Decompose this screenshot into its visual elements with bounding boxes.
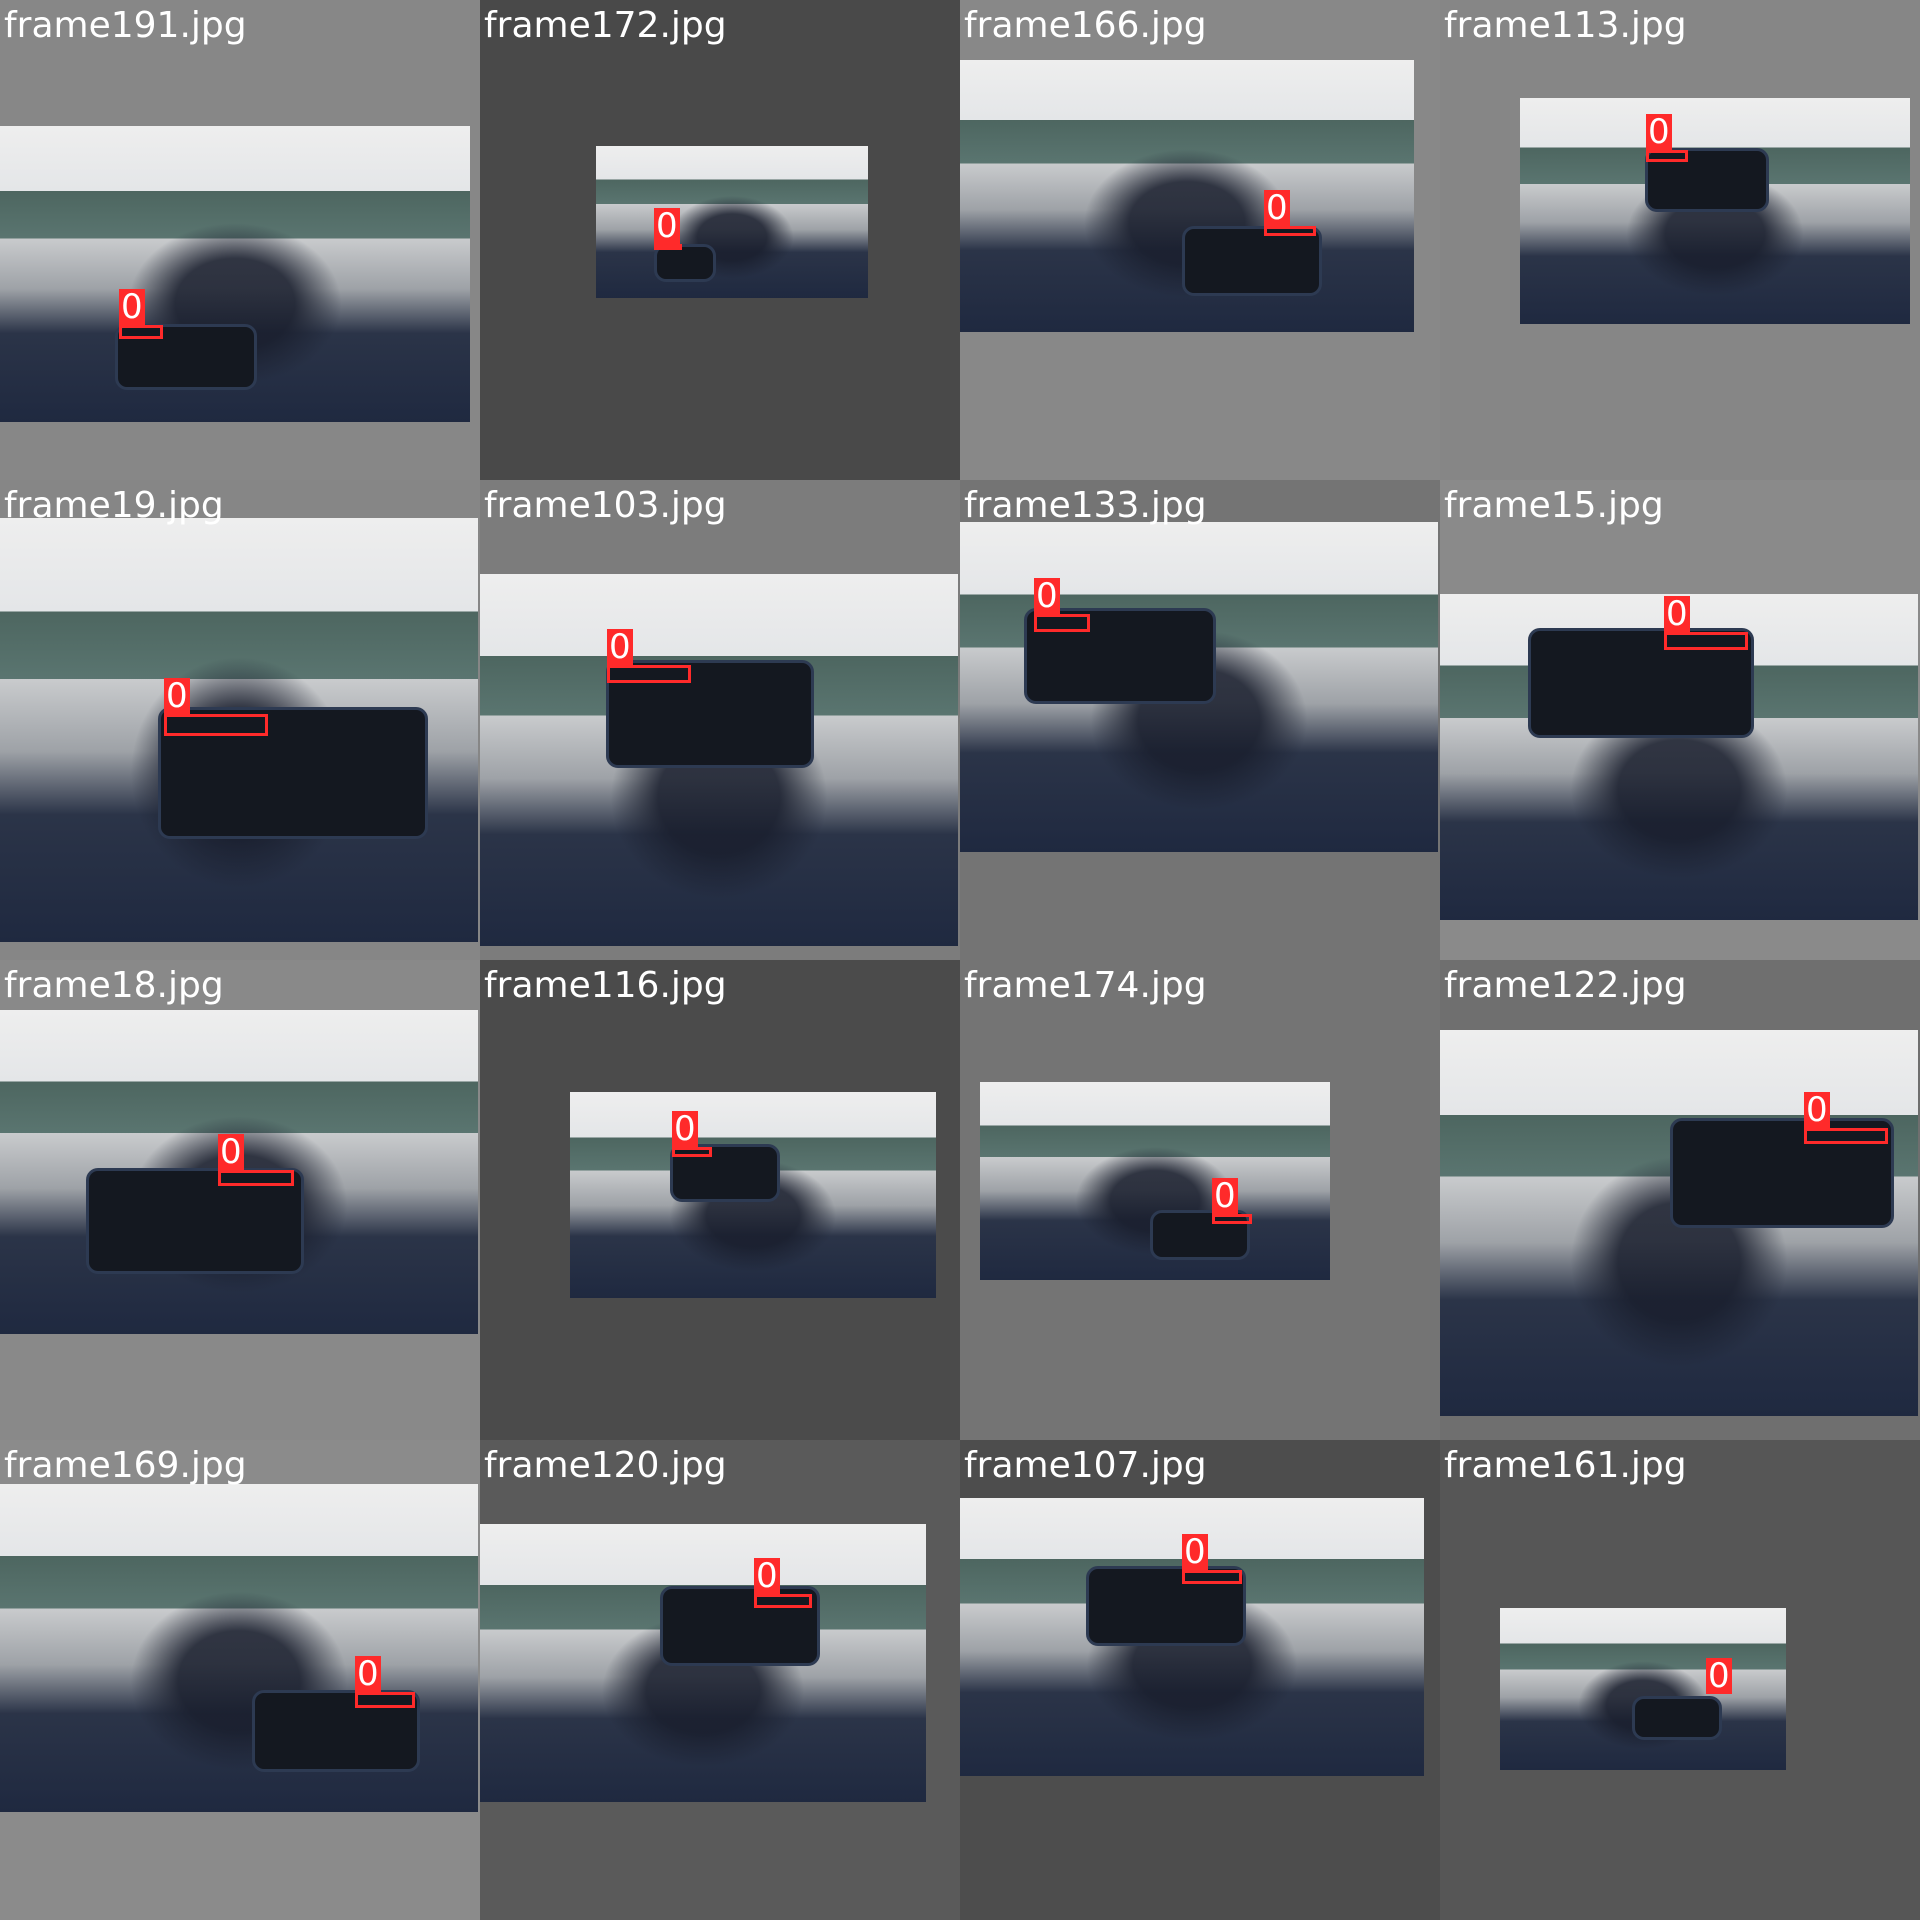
frame-filename: frame174.jpg <box>964 965 1207 1006</box>
bounding-box <box>672 1147 712 1157</box>
frame-filename: frame15.jpg <box>1444 485 1664 526</box>
frame-filename: frame133.jpg <box>964 485 1207 526</box>
image-tile: 0 frame166.jpg <box>960 0 1440 480</box>
bounding-box <box>1646 150 1688 162</box>
bbox-class-label: 0 <box>1804 1090 1830 1130</box>
bbox-class-label: 0 <box>355 1654 381 1694</box>
image-tile: 0 frame113.jpg <box>1440 0 1920 480</box>
image-tile: 0 frame19.jpg <box>0 480 480 960</box>
phone-object <box>1670 1118 1894 1228</box>
bbox-class-label: 0 <box>672 1109 698 1149</box>
image-tile: 0 frame18.jpg <box>0 960 480 1440</box>
phone-object <box>115 324 257 390</box>
bounding-box <box>1212 1214 1252 1224</box>
frame-filename: frame120.jpg <box>484 1445 727 1486</box>
frame-filename: frame107.jpg <box>964 1445 1207 1486</box>
image-tile: 0 frame169.jpg <box>0 1440 480 1920</box>
bounding-box <box>1264 226 1316 236</box>
image-tile: 0 frame120.jpg <box>480 1440 960 1920</box>
frame-filename: frame122.jpg <box>1444 965 1687 1006</box>
bbox-class-label: 0 <box>164 676 190 716</box>
bounding-box <box>1664 632 1748 650</box>
frame-filename: frame161.jpg <box>1444 1445 1687 1486</box>
bbox-class-label: 0 <box>754 1556 780 1596</box>
frame-filename: frame19.jpg <box>4 485 224 526</box>
phone-object <box>1528 628 1754 738</box>
phone-object <box>1024 608 1216 704</box>
image-tile: 0 frame15.jpg <box>1440 480 1920 960</box>
frame-filename: frame103.jpg <box>484 485 727 526</box>
bounding-box <box>654 244 682 250</box>
image-tile: 0 frame133.jpg <box>960 480 1440 960</box>
phone-object <box>158 707 428 839</box>
phone-object <box>660 1586 820 1666</box>
bbox-class-label: 0 <box>1646 112 1672 152</box>
image-tile: 0 frame116.jpg <box>480 960 960 1440</box>
phone-object <box>670 1144 780 1202</box>
image-tile: 0 frame172.jpg <box>480 0 960 480</box>
bounding-box <box>355 1692 415 1708</box>
bounding-box <box>164 714 268 736</box>
bbox-class-label: 0 <box>1706 1656 1732 1696</box>
phone-object <box>1086 1566 1246 1646</box>
bounding-box <box>218 1170 294 1186</box>
bbox-class-label: 0 <box>1034 576 1060 616</box>
bounding-box <box>119 325 163 339</box>
bbox-class-label: 0 <box>1264 188 1290 228</box>
phone-object <box>654 244 716 282</box>
bounding-box <box>1182 1570 1242 1584</box>
image-tile: 0 frame122.jpg <box>1440 960 1920 1440</box>
phone-object <box>1182 226 1322 296</box>
bbox-class-label: 0 <box>218 1132 244 1172</box>
bounding-box <box>1034 614 1090 632</box>
frame-filename: frame172.jpg <box>484 5 727 46</box>
bbox-class-label: 0 <box>119 287 145 327</box>
frame-photo <box>1500 1608 1786 1770</box>
bbox-class-label: 0 <box>607 627 633 667</box>
frame-filename: frame191.jpg <box>4 5 247 46</box>
phone-object <box>606 660 814 768</box>
image-tile: 0 frame174.jpg <box>960 960 1440 1440</box>
image-tile: 0 frame191.jpg <box>0 0 480 480</box>
bbox-class-label: 0 <box>1182 1532 1208 1572</box>
frame-filename: frame18.jpg <box>4 965 224 1006</box>
frame-filename: frame166.jpg <box>964 5 1207 46</box>
bbox-class-label: 0 <box>1212 1176 1238 1216</box>
frame-filename: frame169.jpg <box>4 1445 247 1486</box>
frame-filename: frame116.jpg <box>484 965 727 1006</box>
frame-photo <box>596 146 868 298</box>
phone-object <box>1150 1210 1250 1260</box>
phone-object <box>252 1690 420 1772</box>
bounding-box <box>607 665 691 683</box>
bbox-class-label: 0 <box>654 206 680 246</box>
phone-object <box>1645 148 1769 212</box>
bbox-class-label: 0 <box>1664 594 1690 634</box>
image-tile: 0 frame107.jpg <box>960 1440 1440 1920</box>
bounding-box <box>754 1594 812 1608</box>
image-tile: 0 frame103.jpg <box>480 480 960 960</box>
phone-object <box>1632 1696 1722 1740</box>
bounding-box <box>1804 1128 1888 1144</box>
image-tile: 0 frame161.jpg <box>1440 1440 1920 1920</box>
frame-filename: frame113.jpg <box>1444 5 1687 46</box>
